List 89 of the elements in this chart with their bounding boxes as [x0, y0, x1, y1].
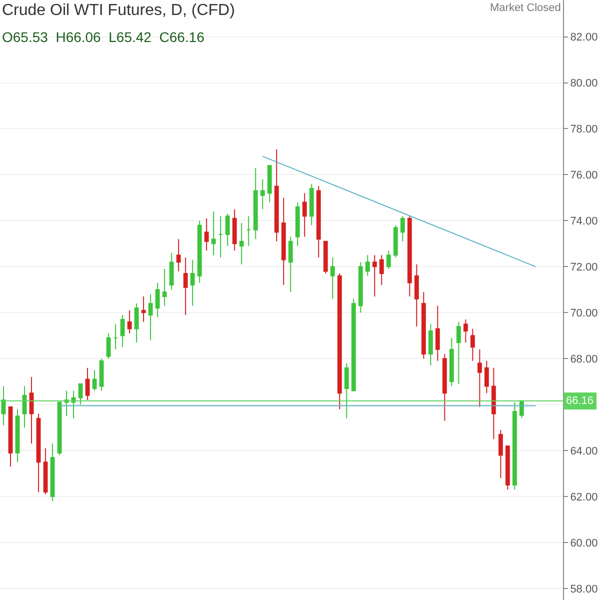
candlestick: [134, 302, 139, 344]
candlestick: [463, 319, 468, 344]
candlestick: [29, 376, 34, 444]
candlestick: [477, 348, 482, 408]
candlestick: [330, 256, 335, 300]
candlestick: [99, 358, 104, 392]
candlestick: [204, 218, 209, 252]
candlestick: [393, 224, 398, 258]
candlestick: [148, 294, 153, 341]
candlestick: [323, 240, 328, 274]
candlestick: [127, 310, 132, 334]
candlestick: [197, 220, 202, 284]
candlestick: [456, 321, 461, 384]
y-tick-label: 58.00: [570, 583, 598, 596]
candlestick: [106, 332, 111, 360]
candlestick: [64, 390, 69, 417]
candlestick: [337, 273, 342, 410]
annotation: O65.53 H66.06 L65.42 C66.16: [2, 29, 205, 45]
candlestick: [85, 367, 90, 400]
candlestick: [15, 408, 20, 463]
candlestick: [36, 413, 41, 492]
candlestick: [428, 324, 433, 366]
y-tick-label: 76.00: [570, 170, 598, 182]
candlestick: [1, 386, 6, 426]
candlestick: [491, 367, 496, 440]
candlestick: [505, 445, 510, 490]
y-tick-label: 62.00: [570, 491, 598, 504]
candlestick: [379, 254, 384, 286]
candlestick: [358, 262, 363, 314]
candlestick: [470, 328, 475, 362]
candlestick: [386, 250, 391, 270]
candlestick: [113, 324, 118, 350]
candlestick: [512, 402, 517, 490]
candlestick: [288, 236, 293, 292]
y-tick-label: 78.00: [570, 124, 598, 136]
candlestick: [183, 256, 188, 316]
candlestick: [141, 296, 146, 322]
candlestick: [344, 362, 349, 419]
annotation: Market Closed: [490, 2, 561, 14]
y-tick-label: 70.00: [570, 307, 598, 320]
candlestick: [302, 192, 307, 238]
candlestick: [8, 406, 13, 468]
candlestick: [309, 183, 314, 226]
candlestick: [421, 291, 426, 360]
candlestick: [71, 390, 76, 419]
candlestick: [169, 252, 174, 290]
candlestick: [78, 383, 83, 406]
candlestick: [449, 337, 454, 387]
candlestick: [407, 216, 412, 298]
candlestick: [246, 216, 251, 246]
candlestick: [43, 448, 48, 495]
candlestick: [155, 282, 160, 318]
candlestick: [281, 197, 286, 286]
candlestick: [218, 216, 223, 258]
candlestick: [22, 386, 27, 428]
candlestick: [211, 210, 216, 256]
y-tick-label: 80.00: [570, 78, 598, 90]
y-tick-label: 68.00: [570, 353, 598, 366]
y-tick-label: 82.00: [570, 32, 598, 44]
candlestick: [498, 429, 503, 479]
candlestick: [316, 186, 321, 258]
candlestick: [414, 264, 419, 327]
candlestick: [225, 213, 230, 246]
candlestick: [260, 178, 265, 210]
candlestick: [267, 165, 272, 203]
ref-line-label: 66.16: [566, 395, 594, 407]
candlestick: [295, 202, 300, 246]
candlestick: [92, 370, 97, 392]
candlestick: [442, 354, 447, 422]
candlestick: [351, 298, 356, 392]
y-tick-label: 60.00: [570, 537, 598, 550]
candlestick: [120, 314, 125, 348]
y-tick-label: 64.00: [570, 445, 598, 458]
candlestick: [162, 268, 167, 306]
candlestick: [176, 238, 181, 272]
candlestick: [274, 148, 279, 242]
candlestick: [232, 208, 237, 252]
candlestick: [484, 360, 489, 394]
candlestick: [50, 443, 55, 502]
candlestick: [365, 254, 370, 276]
y-tick-label: 72.00: [570, 262, 598, 274]
candlestick: [372, 254, 377, 298]
candlestick: [239, 222, 244, 265]
candlestick: [253, 167, 258, 240]
chart-title: Crude Oil WTI Futures, D, (CFD): [2, 2, 235, 19]
candlestick: [435, 305, 440, 362]
candlestick: [400, 216, 405, 242]
candlestick: [190, 259, 195, 306]
y-tick-label: 74.00: [570, 216, 598, 228]
